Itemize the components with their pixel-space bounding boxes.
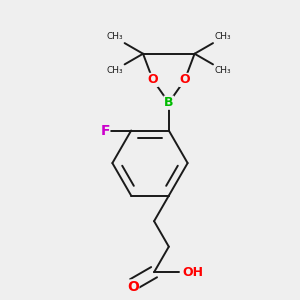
Text: O: O xyxy=(127,280,139,294)
Text: B: B xyxy=(164,96,174,109)
Text: CH₃: CH₃ xyxy=(106,66,123,75)
Text: O: O xyxy=(179,74,190,86)
Text: CH₃: CH₃ xyxy=(214,66,231,75)
Text: O: O xyxy=(148,74,158,86)
Text: OH: OH xyxy=(183,266,204,279)
Text: F: F xyxy=(100,124,110,137)
Text: CH₃: CH₃ xyxy=(106,32,123,41)
Text: CH₃: CH₃ xyxy=(214,32,231,41)
